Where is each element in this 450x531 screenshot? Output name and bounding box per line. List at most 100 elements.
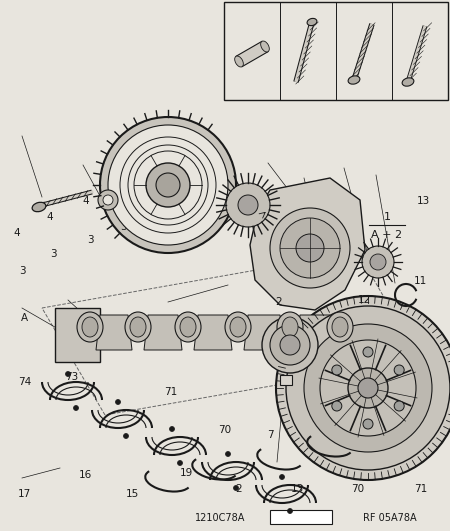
- Circle shape: [276, 296, 450, 480]
- Ellipse shape: [327, 312, 353, 342]
- Text: 2: 2: [276, 297, 282, 306]
- Circle shape: [362, 246, 394, 278]
- Text: 5: 5: [159, 127, 165, 136]
- Ellipse shape: [402, 78, 414, 86]
- Text: 13: 13: [290, 484, 304, 493]
- Text: 4: 4: [14, 228, 20, 237]
- Ellipse shape: [180, 317, 196, 337]
- Ellipse shape: [282, 317, 298, 337]
- Circle shape: [116, 399, 121, 405]
- Circle shape: [66, 372, 71, 376]
- Text: 3: 3: [87, 235, 93, 245]
- Circle shape: [262, 317, 318, 373]
- Circle shape: [320, 340, 416, 436]
- Circle shape: [370, 254, 386, 270]
- Bar: [224, 2, 448, 100]
- Circle shape: [177, 460, 183, 466]
- Circle shape: [73, 406, 78, 410]
- Circle shape: [226, 183, 270, 227]
- Ellipse shape: [82, 317, 98, 337]
- Circle shape: [358, 378, 378, 398]
- Text: 9: 9: [217, 196, 224, 205]
- Ellipse shape: [175, 312, 201, 342]
- Ellipse shape: [277, 312, 303, 342]
- Circle shape: [170, 426, 175, 432]
- Text: 11: 11: [414, 277, 427, 286]
- Text: A + 2: A + 2: [371, 230, 403, 240]
- Circle shape: [288, 509, 292, 513]
- Text: 12: 12: [358, 295, 371, 305]
- Text: 7: 7: [267, 431, 273, 440]
- Text: 22: 22: [371, 372, 385, 382]
- Circle shape: [280, 218, 340, 278]
- Text: 5: 5: [113, 157, 119, 167]
- Circle shape: [363, 347, 373, 357]
- Text: 8: 8: [303, 403, 309, 413]
- Circle shape: [103, 195, 113, 205]
- Text: 73: 73: [65, 372, 79, 382]
- Polygon shape: [250, 178, 365, 310]
- Text: 3: 3: [50, 249, 56, 259]
- Text: 2: 2: [235, 484, 242, 493]
- Circle shape: [98, 190, 118, 210]
- Text: 16: 16: [79, 470, 92, 480]
- Circle shape: [108, 125, 228, 245]
- Ellipse shape: [235, 56, 243, 67]
- Text: 70: 70: [351, 484, 364, 493]
- Circle shape: [332, 365, 342, 375]
- Circle shape: [270, 208, 350, 288]
- Text: 1210C78A: 1210C78A: [195, 513, 245, 523]
- Ellipse shape: [125, 312, 151, 342]
- Text: 4: 4: [46, 212, 53, 221]
- Text: 15: 15: [126, 489, 140, 499]
- Bar: [280, 375, 292, 385]
- Circle shape: [304, 324, 432, 452]
- Text: 1: 1: [383, 212, 391, 222]
- Ellipse shape: [307, 19, 317, 25]
- Ellipse shape: [225, 312, 251, 342]
- Text: 71: 71: [164, 387, 178, 397]
- Text: RF 05A78A: RF 05A78A: [363, 513, 417, 523]
- Circle shape: [234, 485, 239, 491]
- Bar: [270, 510, 332, 524]
- Text: 04/2005: 04/2005: [281, 513, 321, 523]
- Circle shape: [348, 368, 388, 408]
- Circle shape: [280, 335, 300, 355]
- Ellipse shape: [32, 202, 46, 212]
- Text: 74: 74: [18, 378, 32, 387]
- Circle shape: [156, 173, 180, 197]
- Text: 4: 4: [136, 140, 143, 149]
- Text: 13: 13: [416, 196, 430, 205]
- Polygon shape: [236, 41, 268, 67]
- Circle shape: [394, 365, 404, 375]
- Circle shape: [286, 306, 450, 470]
- Text: 5: 5: [190, 136, 197, 145]
- Text: 4: 4: [82, 196, 89, 205]
- Circle shape: [100, 117, 236, 253]
- Text: 21: 21: [340, 393, 353, 403]
- Polygon shape: [55, 308, 100, 362]
- Circle shape: [225, 451, 230, 457]
- Text: 3: 3: [121, 222, 127, 232]
- Ellipse shape: [130, 317, 146, 337]
- Circle shape: [394, 401, 404, 411]
- Circle shape: [279, 475, 284, 479]
- Text: 3: 3: [19, 266, 26, 276]
- Circle shape: [238, 195, 258, 215]
- Text: 4: 4: [113, 180, 119, 190]
- Text: 71: 71: [414, 484, 427, 493]
- Circle shape: [146, 163, 190, 207]
- Text: 70: 70: [218, 425, 232, 435]
- Text: 3: 3: [153, 210, 160, 220]
- Polygon shape: [244, 315, 284, 350]
- Circle shape: [296, 234, 324, 262]
- Ellipse shape: [77, 312, 103, 342]
- Ellipse shape: [332, 317, 348, 337]
- Polygon shape: [144, 315, 182, 350]
- Ellipse shape: [230, 317, 246, 337]
- Ellipse shape: [261, 41, 269, 52]
- Text: A: A: [21, 313, 28, 322]
- Text: 17: 17: [18, 489, 32, 499]
- Circle shape: [270, 325, 310, 365]
- Circle shape: [363, 419, 373, 429]
